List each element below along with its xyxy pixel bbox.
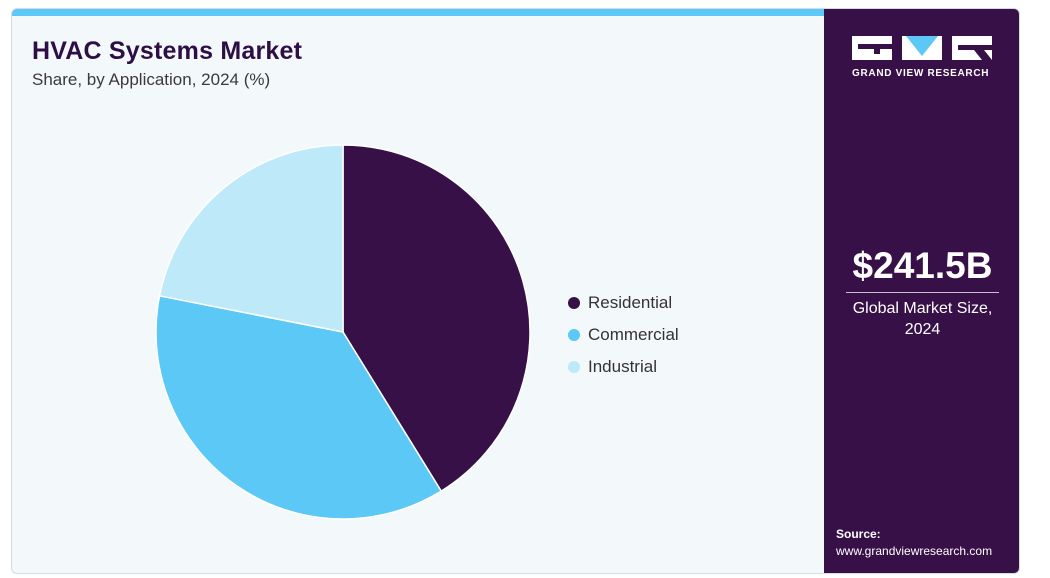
chart-card: HVAC Systems Market Share, by Applicatio…	[11, 8, 1020, 574]
brand-logo-mark	[852, 36, 992, 60]
brand-name: GRAND VIEW RESEARCH	[852, 68, 990, 79]
legend-item-commercial: Commercial	[568, 319, 679, 351]
info-sidebar: GRAND VIEW RESEARCH $241.5B Global Marke…	[824, 9, 1019, 573]
accent-bar	[12, 9, 824, 16]
divider	[846, 292, 999, 293]
pie-slice-commercial[interactable]	[155, 294, 443, 520]
legend-label-commercial: Commercial	[588, 325, 679, 344]
legend-swatch-industrial	[568, 361, 580, 373]
legend-label-industrial: Industrial	[588, 357, 657, 376]
source-url[interactable]: www.grandviewresearch.com	[836, 544, 993, 558]
source-label: Source:	[836, 527, 881, 541]
legend-item-industrial: Industrial	[568, 351, 679, 383]
brand-logo[interactable]: GRAND VIEW RESEARCH	[852, 36, 992, 86]
chart-title: HVAC Systems Market	[32, 37, 303, 65]
market-size-value: $241.5B	[852, 245, 993, 286]
pie-slice-residential[interactable]	[342, 144, 531, 493]
legend-label-residential: Residential	[588, 293, 673, 312]
pie-chart	[155, 144, 531, 520]
chart-subtitle: Share, by Application, 2024 (%)	[32, 70, 271, 89]
legend: Residential Commercial Industrial	[568, 287, 679, 383]
pie-slice-industrial[interactable]	[158, 144, 344, 333]
legend-swatch-residential	[568, 297, 580, 309]
market-size-label: Global Market Size, 2024	[852, 300, 993, 338]
legend-swatch-commercial	[568, 329, 580, 341]
legend-item-residential: Residential	[568, 287, 679, 319]
